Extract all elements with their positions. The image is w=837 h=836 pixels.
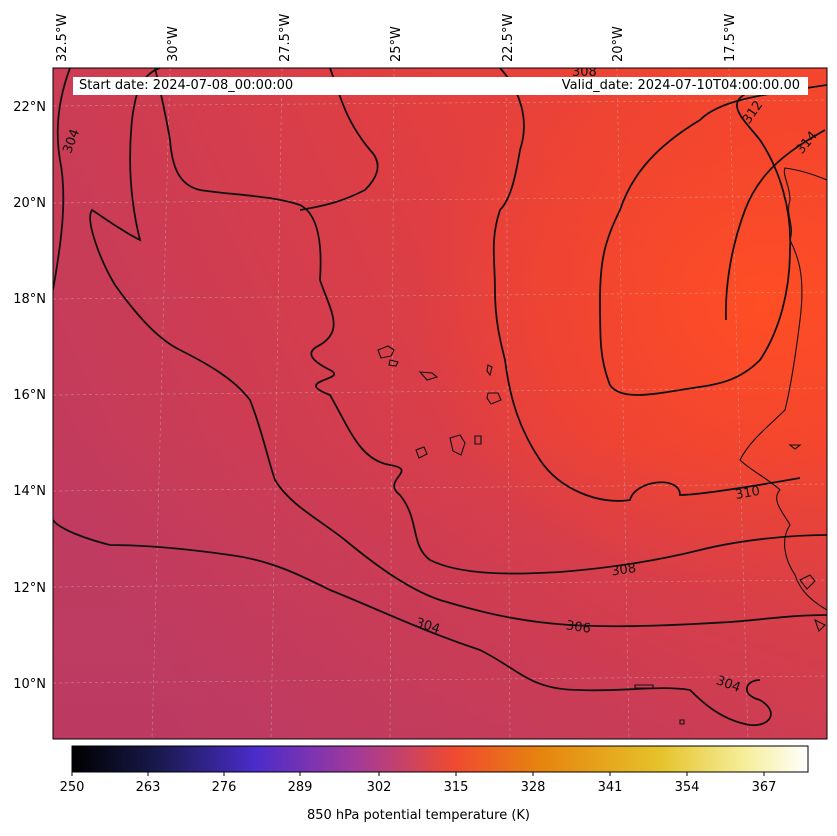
colorbar-title: 850 hPa potential temperature (K) <box>306 808 530 823</box>
contour-label: 308 <box>610 561 637 579</box>
lon-label: 22.5°W <box>501 14 516 62</box>
colorbar-tick-label: 289 <box>287 780 313 795</box>
lat-label: 20°N <box>13 196 46 211</box>
colorbar-tick-label: 341 <box>597 780 623 795</box>
coastlines <box>377 167 827 725</box>
lat-label: 14°N <box>13 484 46 499</box>
colorbar-tick-label: 276 <box>211 780 237 795</box>
lon-label: 32.5°W <box>55 14 70 62</box>
map-frame <box>52 67 828 740</box>
contour-label: 310 <box>734 484 761 503</box>
lon-label: 20°W <box>611 26 626 62</box>
colorbar <box>71 745 809 773</box>
longitude-labels: 32.5°W 30°W 27.5°W 25°W 22.5°W 20°W 17.5… <box>55 14 738 62</box>
temperature-field: 308 312 314 304 310 308 306 304 304 <box>53 68 827 739</box>
colorbar-tick-label: 250 <box>59 780 85 795</box>
lat-label: 12°N <box>13 581 46 596</box>
lon-label: 30°W <box>166 26 181 62</box>
colorbar-tick-label: 315 <box>443 780 469 795</box>
lat-label: 18°N <box>13 292 46 307</box>
graticule <box>53 68 827 739</box>
lon-label: 27.5°W <box>278 14 293 62</box>
lon-label: 17.5°W <box>723 14 738 62</box>
valid-date-label: Valid_date: 2024-07-10T04:00:00.00 <box>561 78 800 93</box>
colorbar-tick-label: 367 <box>751 780 777 795</box>
lat-label: 10°N <box>13 677 46 692</box>
isotherm-contours <box>53 68 827 726</box>
contour-label: 306 <box>565 618 592 636</box>
start-date-label: Start date: 2024-07-08_00:00:00 <box>79 78 294 93</box>
colorbar-tick-label: 302 <box>366 780 392 795</box>
colorbar-tick-label: 328 <box>520 780 546 795</box>
lat-label: 22°N <box>13 100 46 115</box>
date-info-bar: Start date: 2024-07-08_00:00:00 Valid_da… <box>73 77 808 95</box>
contour-labels: 308 312 314 304 310 308 306 304 304 <box>60 68 820 696</box>
lon-label: 25°W <box>389 26 404 62</box>
colorbar-ticks <box>71 772 765 776</box>
contour-label: 304 <box>413 615 441 637</box>
latitude-labels: 22°N 20°N 18°N 16°N 14°N 12°N 10°N <box>13 100 46 692</box>
lat-label: 16°N <box>13 388 46 403</box>
colorbar-tick-label: 263 <box>135 780 161 795</box>
colorbar-tick-label: 354 <box>674 780 700 795</box>
